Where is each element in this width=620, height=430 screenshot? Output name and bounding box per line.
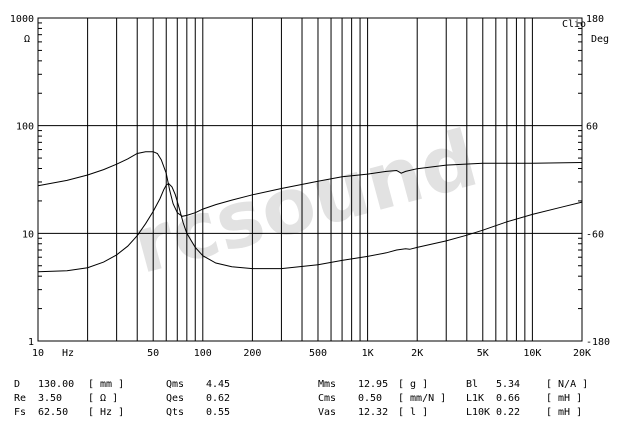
watermark: rcsound	[124, 114, 487, 292]
plot-grid	[38, 18, 582, 341]
parameter-name: Re	[14, 393, 27, 404]
x-tick-label: 500	[309, 348, 327, 359]
brand-label: Clio	[562, 19, 586, 30]
right-tick-label: -60	[586, 229, 604, 240]
right-tick-label: 60	[586, 122, 598, 133]
parameter-unit: [ Ω ]	[88, 393, 119, 404]
parameter-name: Vas	[318, 407, 337, 418]
x-tick-label: 10K	[523, 348, 541, 359]
parameter-unit: [ N/A ]	[546, 379, 589, 390]
x-tick-label: 2K	[411, 348, 423, 359]
parameter-unit: [ mm ]	[88, 379, 125, 390]
parameter-unit: [ mH ]	[546, 407, 583, 418]
impedance-line	[37, 182, 583, 273]
parameter-unit: [ mH ]	[546, 393, 583, 404]
parameter-value: 0.62	[206, 393, 231, 404]
x-axis-unit: Hz	[62, 348, 74, 359]
parameter-name: Qes	[166, 393, 185, 404]
driver-parameters-table: D 130.00 [ mm ] Qms 4.45 Mms 12.95 [ g ] Bl 5.34 […	[0, 378, 620, 430]
parameter-unit: [ g ]	[398, 379, 429, 390]
phase-line	[37, 151, 583, 217]
right-tick-label: -180	[586, 337, 610, 348]
parameter-name: Mms	[318, 379, 337, 390]
x-tick-label: 10	[32, 348, 44, 359]
left-tick-label: 10	[22, 229, 34, 240]
parameter-value: 62.50	[38, 407, 69, 418]
x-tick-label: 50	[147, 348, 159, 359]
parameter-row: Fs 62.50 [ Hz ] Qts 0.55 Vas 12.32 [ l ] L10K 0.2…	[0, 406, 620, 420]
parameter-row: D 130.00 [ mm ] Qms 4.45 Mms 12.95 [ g ] Bl 5.34 […	[0, 378, 620, 392]
x-tick-label: 200	[243, 348, 261, 359]
left-tick-label: 1000	[10, 14, 34, 25]
parameter-name: Qms	[166, 379, 185, 390]
x-tick-label: 1K	[362, 348, 374, 359]
plot-frame	[37, 17, 583, 342]
x-tick-label: 20K	[573, 348, 591, 359]
x-tick-label: 100	[194, 348, 212, 359]
right-tick-label: 180	[586, 14, 604, 25]
parameter-name: D	[14, 379, 21, 390]
parameter-value: 4.45	[206, 379, 231, 390]
parameter-value: 3.50	[38, 393, 63, 404]
parameter-value: 12.95	[358, 379, 389, 390]
parameter-row: Re 3.50 [ Ω ] Qes 0.62 Cms 0.50 [ mm/N ] L1K 0.66…	[0, 392, 620, 406]
parameter-name: L1K	[466, 393, 485, 404]
parameter-value: 0.50	[358, 393, 383, 404]
parameter-name: Fs	[14, 407, 27, 418]
axis-labels: 10 50 100 200 500 1K 2K 5K 10K 20KHz1000100101Ω18…	[10, 14, 610, 359]
parameter-name: Qts	[166, 407, 185, 418]
parameter-value: 0.55	[206, 407, 231, 418]
parameter-value: 0.66	[496, 393, 521, 404]
parameter-unit: [ Hz ]	[88, 407, 125, 418]
parameter-value: 0.22	[496, 407, 521, 418]
parameter-value: 5.34	[496, 379, 521, 390]
parameter-unit: [ mm/N ]	[398, 393, 447, 404]
parameter-value: 130.00	[38, 379, 75, 390]
left-tick-label: 100	[16, 122, 34, 133]
parameter-name: Cms	[318, 393, 337, 404]
left-axis-unit: Ω	[24, 34, 30, 45]
impedance-phase-chart: rcsound 10 50 100 200 500 1K 2K 5K 10K 20K Hz 1000 1…	[10, 14, 610, 359]
parameter-name: Bl	[466, 379, 479, 390]
parameter-value: 12.32	[358, 407, 389, 418]
left-tick-label: 1	[28, 337, 34, 348]
x-tick-label: 5K	[477, 348, 489, 359]
parameter-unit: [ l ]	[398, 407, 429, 418]
right-axis-unit: Deg	[591, 34, 609, 45]
series-group	[37, 151, 583, 273]
parameter-name: L10K	[466, 407, 491, 418]
